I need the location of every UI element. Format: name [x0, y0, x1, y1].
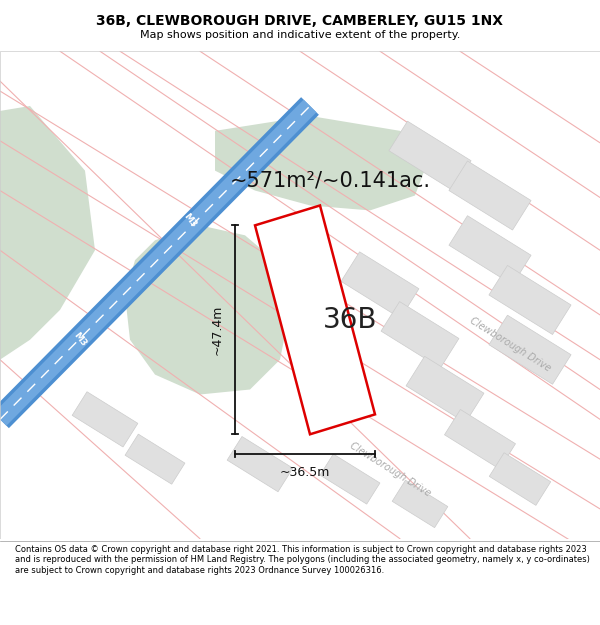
Polygon shape: [445, 409, 515, 469]
Text: Clewborough Drive: Clewborough Drive: [348, 440, 432, 498]
Polygon shape: [449, 161, 531, 230]
Polygon shape: [341, 252, 419, 318]
Text: M3: M3: [182, 212, 198, 229]
Polygon shape: [320, 454, 380, 504]
Text: 36B: 36B: [323, 306, 377, 334]
Text: ~36.5m: ~36.5m: [280, 466, 330, 479]
Polygon shape: [255, 206, 375, 434]
Polygon shape: [215, 116, 430, 211]
Polygon shape: [489, 315, 571, 384]
Polygon shape: [449, 216, 531, 285]
Text: Map shows position and indicative extent of the property.: Map shows position and indicative extent…: [140, 30, 460, 40]
Polygon shape: [72, 392, 138, 447]
Text: 36B, CLEWBOROUGH DRIVE, CAMBERLEY, GU15 1NX: 36B, CLEWBOROUGH DRIVE, CAMBERLEY, GU15 …: [97, 14, 503, 28]
Text: Clewborough Drive: Clewborough Drive: [468, 316, 552, 374]
Polygon shape: [227, 436, 293, 492]
Text: ~571m²/~0.141ac.: ~571m²/~0.141ac.: [229, 171, 431, 191]
Polygon shape: [0, 106, 95, 359]
Text: M3: M3: [72, 331, 88, 349]
Polygon shape: [489, 452, 551, 506]
Polygon shape: [381, 302, 459, 368]
Polygon shape: [406, 356, 484, 422]
Polygon shape: [389, 121, 471, 190]
Polygon shape: [489, 266, 571, 334]
Polygon shape: [392, 480, 448, 528]
Polygon shape: [125, 434, 185, 484]
Polygon shape: [125, 226, 290, 394]
Text: ~47.4m: ~47.4m: [211, 304, 223, 355]
Text: Contains OS data © Crown copyright and database right 2021. This information is : Contains OS data © Crown copyright and d…: [15, 545, 590, 574]
